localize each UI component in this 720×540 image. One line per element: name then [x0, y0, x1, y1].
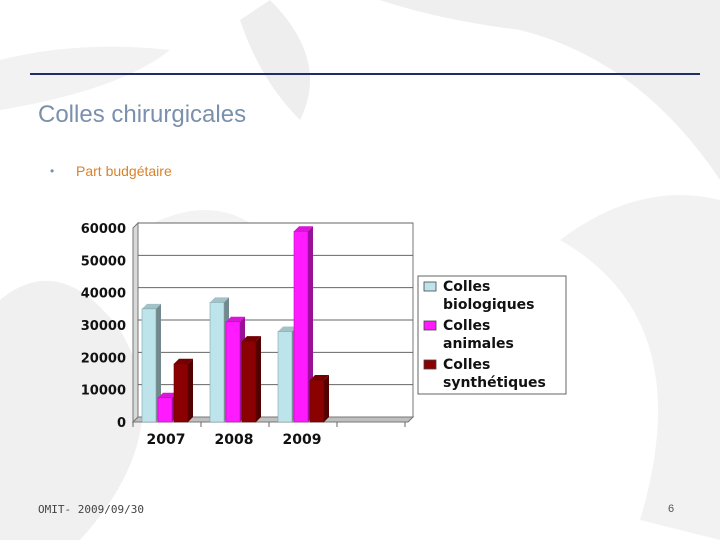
y-tick-label: 0 — [117, 416, 126, 431]
bar-face — [156, 303, 161, 422]
page-number: 6 — [668, 503, 675, 515]
footer-text: OMIT- 2009/09/30 — [38, 503, 144, 516]
bar-face — [173, 363, 189, 423]
y-tick-label: 40000 — [81, 287, 126, 302]
legend-label: Colles animales — [443, 318, 514, 352]
y-tick-label: 10000 — [81, 384, 126, 399]
slide-title: Colles chirurgicales — [38, 101, 247, 128]
bar-face — [278, 326, 297, 332]
bar-face — [309, 379, 325, 423]
y-tick-label: 50000 — [81, 254, 126, 269]
y-tick-label: 60000 — [81, 222, 126, 237]
bar — [141, 303, 161, 423]
bar-face — [294, 226, 313, 232]
bar-face — [174, 358, 193, 364]
bar — [293, 226, 313, 423]
legend-label: Colles synthétiques — [443, 357, 546, 391]
x-tick-label: 2009 — [283, 432, 322, 448]
plot-side-wall — [132, 221, 139, 424]
bar — [241, 336, 261, 423]
bullet-marker: • — [50, 164, 55, 178]
legend-swatch — [423, 281, 437, 292]
bar-face — [158, 392, 177, 398]
legend-box — [417, 275, 567, 395]
bar-face — [256, 336, 261, 422]
bar-face — [242, 336, 261, 342]
bar-face — [241, 340, 257, 423]
bar-face — [225, 321, 241, 423]
bar-face — [293, 230, 309, 423]
y-tick-label: 20000 — [81, 351, 126, 366]
bar-face — [277, 331, 293, 423]
y-tick-label: 30000 — [81, 319, 126, 334]
bar — [173, 358, 193, 423]
bar-face — [142, 303, 161, 309]
legend-label: Colles biologiques — [443, 279, 535, 313]
bar-face — [188, 358, 193, 422]
bullet-item: • Part budgétaire — [50, 163, 172, 179]
bar-face — [310, 374, 329, 380]
bar — [309, 374, 329, 423]
bar-face — [157, 397, 173, 423]
bar-face — [209, 302, 225, 423]
bar-face — [226, 316, 245, 322]
title-divider — [30, 73, 700, 75]
bar-face — [141, 308, 157, 423]
x-tick-label: 2007 — [147, 432, 186, 448]
bar-face — [308, 226, 313, 422]
x-tick-label: 2008 — [215, 432, 254, 448]
legend-swatch — [423, 359, 437, 370]
bar-face — [210, 297, 229, 303]
legend-swatch — [423, 320, 437, 331]
bullet-text: Part budgétaire — [76, 163, 172, 179]
bar-face — [324, 374, 329, 422]
